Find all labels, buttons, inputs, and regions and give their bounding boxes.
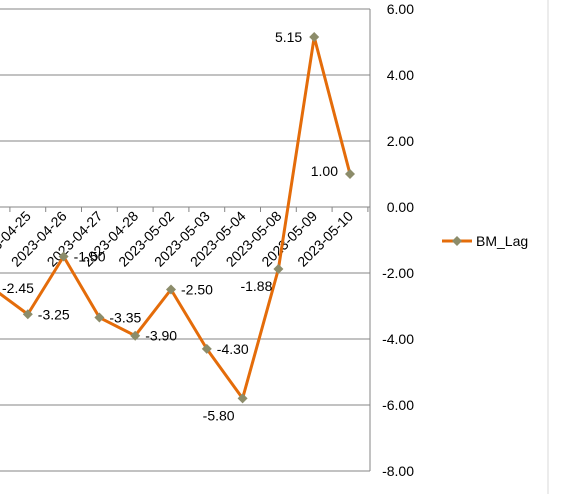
data-marker <box>22 309 33 320</box>
y-tick-label: 0.00 <box>387 199 414 215</box>
y-tick-label: -6.00 <box>382 397 414 413</box>
data-marker <box>130 330 141 341</box>
legend-label: BM_Lag <box>476 233 528 249</box>
legend-marker <box>452 236 462 246</box>
data-marker <box>237 393 248 404</box>
data-label: 5.15 <box>275 29 302 45</box>
y-tick-label: -4.00 <box>382 331 414 347</box>
data-marker <box>273 264 284 275</box>
data-marker <box>201 343 212 354</box>
data-marker <box>309 32 320 43</box>
data-label: -3.90 <box>145 328 177 344</box>
data-marker <box>94 312 105 323</box>
data-label: -1.88 <box>240 278 272 294</box>
data-label: 1.00 <box>311 163 338 179</box>
data-marker <box>166 284 176 295</box>
data-label: -2.45 <box>2 280 34 296</box>
data-marker <box>58 251 69 262</box>
y-tick-label: 4.00 <box>387 67 414 83</box>
data-label: -4.30 <box>217 341 249 357</box>
data-label: -3.35 <box>109 310 141 326</box>
y-tick-label: 6.00 <box>387 1 414 17</box>
data-marker <box>345 169 355 179</box>
y-tick-label: 2.00 <box>387 133 414 149</box>
data-label: -1.50 <box>74 249 106 265</box>
data-label: -2.50 <box>181 282 213 298</box>
y-tick-label: -2.00 <box>382 265 414 281</box>
data-label: -5.80 <box>203 407 235 423</box>
data-label: -3.25 <box>38 306 70 322</box>
y-tick-label: -8.00 <box>382 463 414 479</box>
